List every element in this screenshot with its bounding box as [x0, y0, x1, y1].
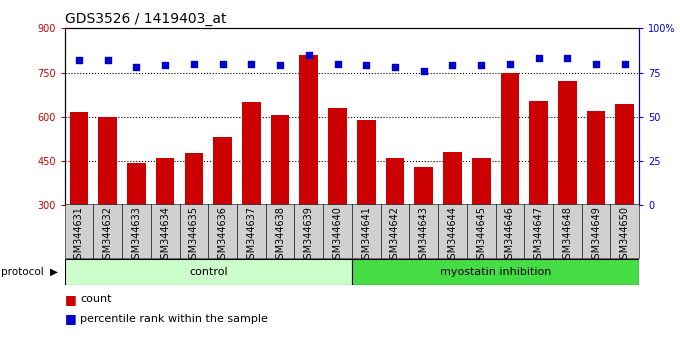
Bar [500, 73, 520, 205]
FancyBboxPatch shape [581, 204, 611, 258]
FancyBboxPatch shape [266, 204, 294, 258]
Bar [242, 102, 260, 205]
Point [332, 61, 343, 67]
Text: GSM344637: GSM344637 [246, 206, 256, 265]
Text: control: control [189, 267, 228, 277]
Bar [352, 259, 639, 285]
Point [562, 56, 573, 61]
FancyBboxPatch shape [496, 204, 524, 258]
Text: protocol: protocol [1, 267, 44, 277]
FancyBboxPatch shape [524, 204, 553, 258]
Point [476, 63, 487, 68]
FancyBboxPatch shape [553, 204, 581, 258]
Text: myostatin inhibition: myostatin inhibition [440, 267, 551, 277]
Bar [615, 104, 634, 205]
Point [418, 68, 429, 74]
Text: GSM344635: GSM344635 [189, 206, 199, 265]
Point [447, 63, 458, 68]
Point [591, 61, 602, 67]
Bar [184, 153, 203, 205]
Bar [357, 120, 375, 205]
Bar [271, 115, 290, 205]
Text: GSM344641: GSM344641 [361, 206, 371, 265]
Text: GSM344634: GSM344634 [160, 206, 170, 265]
Text: GSM344631: GSM344631 [74, 206, 84, 265]
Text: GSM344647: GSM344647 [534, 206, 543, 265]
FancyBboxPatch shape [208, 204, 237, 258]
FancyBboxPatch shape [438, 204, 466, 258]
Bar [587, 111, 605, 205]
Point [619, 61, 630, 67]
FancyBboxPatch shape [93, 204, 122, 258]
Bar [99, 117, 117, 205]
Text: GSM344633: GSM344633 [131, 206, 141, 265]
Text: GSM344644: GSM344644 [447, 206, 458, 265]
Text: count: count [80, 294, 112, 304]
Bar [65, 259, 352, 285]
FancyBboxPatch shape [151, 204, 180, 258]
Text: GSM344649: GSM344649 [591, 206, 601, 265]
Bar [214, 137, 232, 205]
Text: GSM344636: GSM344636 [218, 206, 228, 265]
Point [303, 52, 314, 58]
FancyBboxPatch shape [352, 204, 381, 258]
Point [505, 61, 515, 67]
Bar [414, 167, 433, 205]
Bar [127, 162, 146, 205]
Text: GSM344642: GSM344642 [390, 206, 400, 265]
Point [246, 61, 257, 67]
Point [102, 57, 113, 63]
Text: GSM344632: GSM344632 [103, 206, 113, 265]
Bar [558, 81, 577, 205]
Text: GSM344640: GSM344640 [333, 206, 343, 265]
Text: GSM344645: GSM344645 [476, 206, 486, 265]
Bar [328, 108, 347, 205]
FancyBboxPatch shape [180, 204, 208, 258]
Bar [156, 158, 175, 205]
Text: GSM344639: GSM344639 [304, 206, 313, 265]
Text: percentile rank within the sample: percentile rank within the sample [80, 314, 268, 324]
Text: ▶: ▶ [50, 267, 58, 277]
Text: GSM344648: GSM344648 [562, 206, 573, 265]
Point [361, 63, 372, 68]
FancyBboxPatch shape [294, 204, 323, 258]
FancyBboxPatch shape [611, 204, 639, 258]
Text: GSM344643: GSM344643 [419, 206, 428, 265]
Point [131, 64, 142, 70]
FancyBboxPatch shape [466, 204, 496, 258]
Point [160, 63, 171, 68]
Bar [529, 101, 548, 205]
Point [275, 63, 286, 68]
Bar [69, 113, 88, 205]
FancyBboxPatch shape [122, 204, 151, 258]
Text: ■: ■ [65, 312, 76, 325]
FancyBboxPatch shape [323, 204, 352, 258]
Text: ■: ■ [65, 293, 76, 306]
Point [390, 64, 401, 70]
Bar [386, 158, 405, 205]
Point [73, 57, 84, 63]
FancyBboxPatch shape [409, 204, 438, 258]
Text: GSM344646: GSM344646 [505, 206, 515, 265]
Text: GSM344638: GSM344638 [275, 206, 285, 265]
Bar [299, 55, 318, 205]
FancyBboxPatch shape [381, 204, 409, 258]
Point [217, 61, 228, 67]
Bar [443, 152, 462, 205]
Point [533, 56, 544, 61]
Point [188, 61, 199, 67]
Text: GDS3526 / 1419403_at: GDS3526 / 1419403_at [65, 12, 226, 26]
Text: GSM344650: GSM344650 [620, 206, 630, 265]
Bar [472, 158, 490, 205]
FancyBboxPatch shape [65, 204, 93, 258]
FancyBboxPatch shape [237, 204, 266, 258]
